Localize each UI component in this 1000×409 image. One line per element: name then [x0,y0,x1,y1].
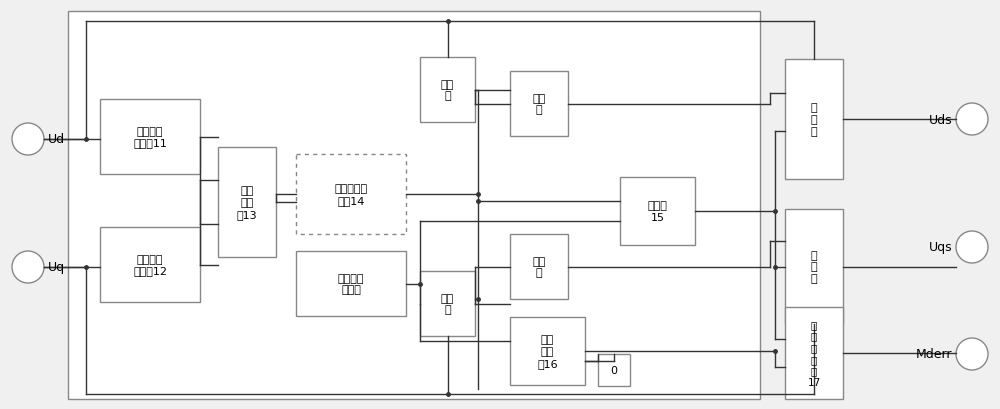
FancyBboxPatch shape [510,317,585,385]
Text: 第一开方计
算器14: 第一开方计 算器14 [334,184,368,205]
Text: 第
一
选
择
器
17: 第 一 选 择 器 17 [807,319,821,387]
Text: 比较器
15: 比较器 15 [648,201,667,222]
FancyBboxPatch shape [296,155,406,234]
FancyBboxPatch shape [785,307,843,399]
FancyBboxPatch shape [296,252,406,316]
Text: Ud: Ud [48,133,65,146]
Text: 第一平方
计算器11: 第一平方 计算器11 [133,126,167,148]
Text: 选
择
器: 选 择 器 [811,250,817,283]
Text: 乘法
器: 乘法 器 [441,79,454,101]
Text: 除法
器: 除法 器 [532,94,546,115]
FancyBboxPatch shape [510,234,568,299]
Circle shape [956,104,988,136]
FancyBboxPatch shape [68,12,760,399]
Text: 0: 0 [610,365,618,375]
Text: 乘法
器: 乘法 器 [441,293,454,315]
Circle shape [12,252,44,283]
FancyBboxPatch shape [598,354,630,386]
Text: 电压模的
限制值: 电压模的 限制值 [338,273,364,294]
Circle shape [956,231,988,263]
Text: 选
择
器: 选 择 器 [811,103,817,136]
Text: Uqs: Uqs [928,241,952,254]
FancyBboxPatch shape [218,148,276,257]
Text: 第二平方
计算器12: 第二平方 计算器12 [133,254,167,276]
Circle shape [12,124,44,155]
Text: 第一
减法
器16: 第一 减法 器16 [537,335,558,368]
FancyBboxPatch shape [620,178,695,245]
FancyBboxPatch shape [510,72,568,137]
FancyBboxPatch shape [420,271,475,336]
FancyBboxPatch shape [100,100,200,175]
Text: 除法
器: 除法 器 [532,256,546,278]
Text: Uds: Uds [928,113,952,126]
Text: Mderr: Mderr [916,348,952,361]
Text: 第一
加法
器13: 第一 加法 器13 [237,186,257,219]
FancyBboxPatch shape [100,227,200,302]
FancyBboxPatch shape [420,58,475,123]
FancyBboxPatch shape [785,209,843,324]
Circle shape [956,338,988,370]
Text: Uq: Uq [48,261,65,274]
FancyBboxPatch shape [785,60,843,180]
